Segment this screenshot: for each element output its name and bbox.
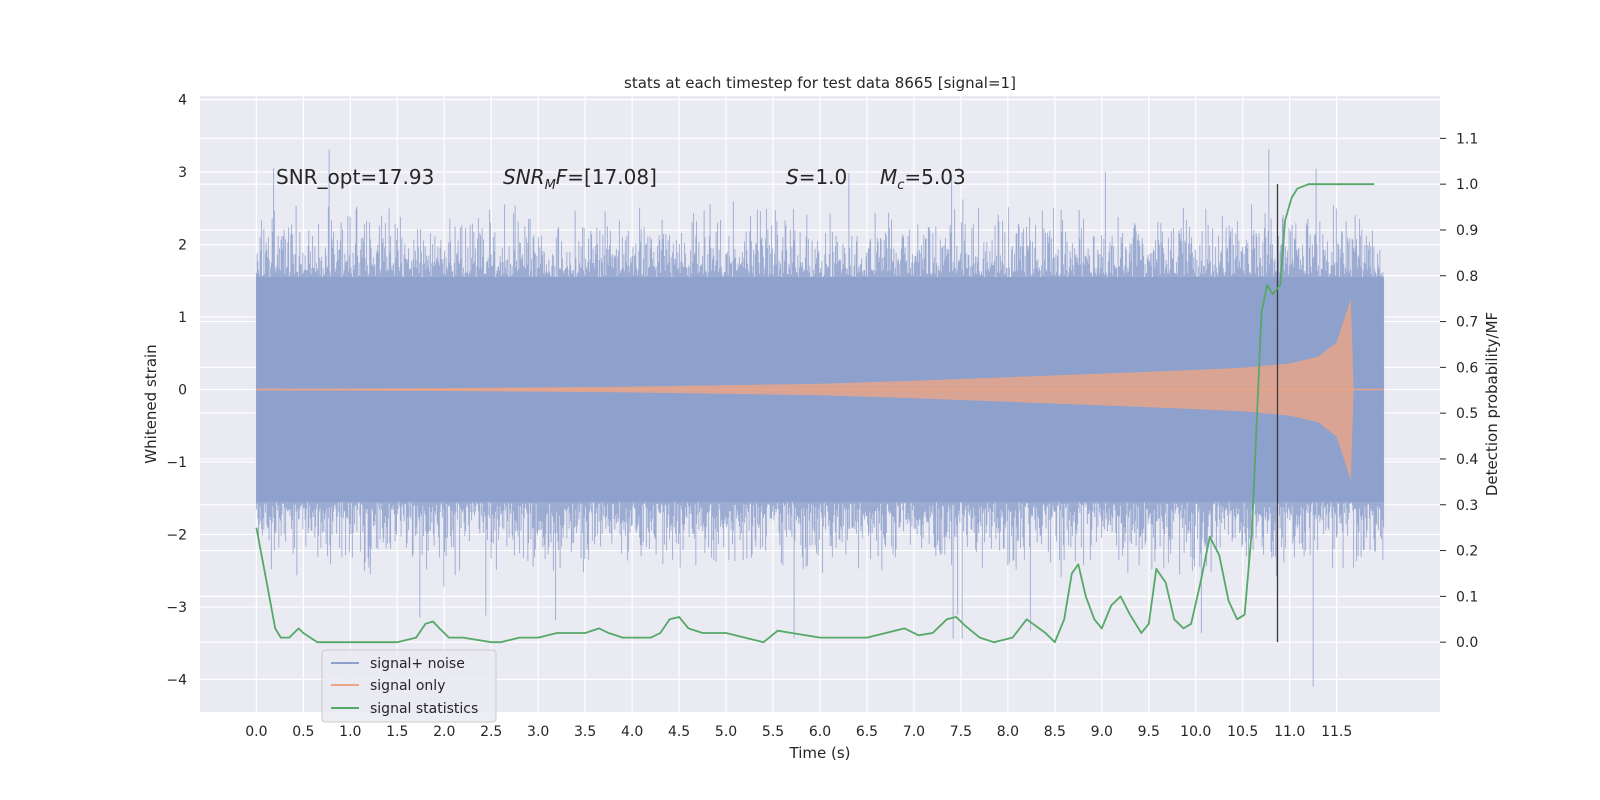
annotation-snr-mf-subscript: M — [545, 178, 556, 193]
annotation-mc: Mc=5.03 — [880, 165, 966, 193]
x-tick-label: 8.5 — [1044, 724, 1066, 740]
y2-tick-label: 0.0 — [1456, 635, 1478, 651]
y-axis-label: Whitened strain — [142, 344, 160, 463]
y2-tick-label: 1.0 — [1456, 177, 1478, 193]
annotation-s-value: =1.0 — [799, 165, 848, 189]
y-tick-label: −2 — [166, 527, 187, 543]
annotation-s-symbol: S — [786, 165, 799, 189]
x-tick-label: 2.5 — [480, 724, 502, 740]
x-tick-label: 8.0 — [997, 724, 1019, 740]
annotation-snr-mf: SNRMF=[17.08] — [503, 165, 657, 193]
x-tick-label: 5.0 — [715, 724, 737, 740]
x-tick-label: 11.0 — [1274, 724, 1305, 740]
y2-axis-label: Detection probability/MF — [1483, 312, 1501, 496]
x-tick-label: 4.5 — [668, 724, 690, 740]
y2-tick-label: 0.9 — [1456, 223, 1478, 239]
x-tick-label: 6.0 — [809, 724, 831, 740]
y2-tick-label: 0.3 — [1456, 498, 1478, 514]
x-tick-label: 1.0 — [339, 724, 361, 740]
annotation-snr-opt: SNR_opt=17.93 — [276, 165, 434, 189]
x-tick-label: 7.0 — [903, 724, 925, 740]
y-tick-label: 2 — [178, 238, 187, 254]
legend-frame — [321, 649, 497, 723]
y-tick-label: −1 — [166, 455, 187, 471]
y2-tick-label: 0.5 — [1456, 406, 1478, 422]
x-tick-label: 2.0 — [433, 724, 455, 740]
y-tick-label: 3 — [178, 165, 187, 181]
x-tick-label: 0.5 — [292, 724, 314, 740]
y2-tick-label: 0.4 — [1456, 452, 1478, 468]
x-tick-label: 3.0 — [527, 724, 549, 740]
series-signal-only — [256, 298, 1384, 481]
x-tick-label: 9.5 — [1138, 724, 1160, 740]
y-tick-label: 0 — [178, 383, 187, 399]
y2-tick-label: 0.6 — [1456, 360, 1478, 376]
x-tick-label: 0.0 — [245, 724, 267, 740]
annotation-mc-subscript: c — [897, 178, 904, 193]
legend-label-signal-noise: signal+ noise — [370, 656, 465, 672]
x-tick-label: 9.0 — [1091, 724, 1113, 740]
x-tick-label: 4.0 — [621, 724, 643, 740]
legend: signal+ noise signal only signal statist… — [321, 649, 497, 723]
annotation-mc-value: =5.03 — [904, 165, 965, 189]
legend-label-signal-only: signal only — [370, 678, 445, 694]
y2-tick-label: 1.1 — [1456, 131, 1478, 147]
x-tick-label: 7.5 — [950, 724, 972, 740]
y-tick-label: −3 — [166, 600, 187, 616]
y-tick-label: −4 — [166, 672, 187, 688]
y2-tick-label: 0.7 — [1456, 315, 1478, 331]
x-tick-label: 6.5 — [856, 724, 878, 740]
annotation-snr-mf-symbol: SNR — [503, 165, 545, 189]
x-tick-label: 10.0 — [1180, 724, 1211, 740]
x-tick-label: 1.5 — [386, 724, 408, 740]
statistics-line — [255, 183, 1375, 644]
y2-tick-label: 0.1 — [1456, 589, 1478, 605]
annotation-s: S=1.0 — [786, 165, 847, 189]
annotation-snr-mf-letter: F — [556, 165, 568, 189]
y2-tick-label: 0.2 — [1456, 544, 1478, 560]
y2-tick-label: 0.8 — [1456, 269, 1478, 285]
y-tick-label: 1 — [178, 310, 187, 326]
series-signal-statistics — [255, 183, 1375, 644]
x-tick-label: 5.5 — [762, 724, 784, 740]
chart-title: stats at each timestep for test data 866… — [624, 74, 1016, 92]
axis-ticks: 0.0 0.5 1.0 1.5 2.0 2.5 3.0 3.5 4.0 4.5 5.0 5.5 6.0 6… — [166, 93, 1478, 740]
annotation-snr-mf-value: =[17.08] — [567, 165, 657, 189]
x-tick-label: 10.5 — [1227, 724, 1258, 740]
legend-label-signal-statistics: signal statistics — [370, 701, 478, 717]
x-axis-label: Time (s) — [789, 744, 851, 762]
annotation-mc-symbol: M — [880, 165, 897, 189]
y-tick-label: 4 — [178, 93, 187, 109]
x-tick-label: 3.5 — [574, 724, 596, 740]
x-tick-label: 11.5 — [1321, 724, 1352, 740]
